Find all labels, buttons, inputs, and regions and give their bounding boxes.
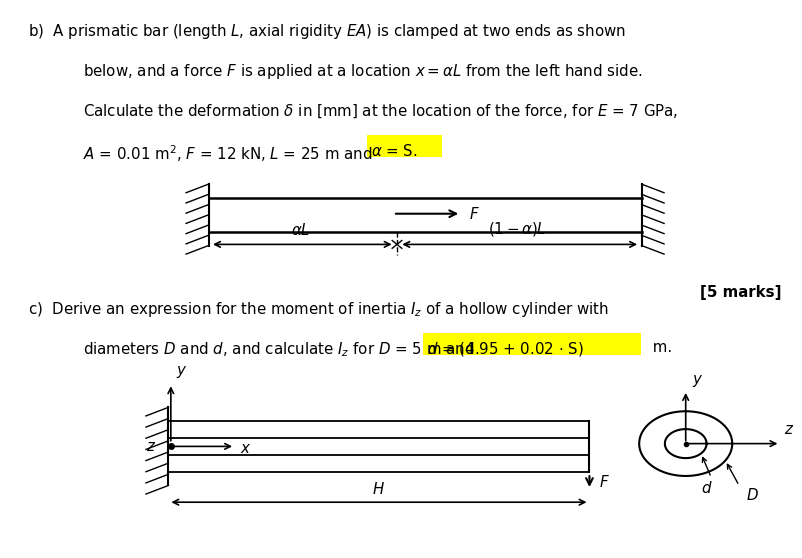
Text: $F$: $F$ <box>469 206 480 222</box>
Text: $z$: $z$ <box>784 422 795 437</box>
Text: $y$: $y$ <box>692 373 703 389</box>
Text: $\alpha$ = S.: $\alpha$ = S. <box>371 143 418 159</box>
Text: $d$: $d$ <box>702 480 713 497</box>
Text: $D$: $D$ <box>746 487 759 503</box>
Text: $F$: $F$ <box>599 474 610 490</box>
FancyBboxPatch shape <box>423 333 641 355</box>
Text: $y$: $y$ <box>176 364 188 380</box>
Text: [5 marks]: [5 marks] <box>700 285 782 300</box>
Text: $d$ = (4.95 + 0.02 $\cdot$ S): $d$ = (4.95 + 0.02 $\cdot$ S) <box>427 340 584 358</box>
Text: below, and a force $F$ is applied at a location $x = \alpha L$ from the left han: below, and a force $F$ is applied at a l… <box>83 62 642 81</box>
Text: $\alpha L$: $\alpha L$ <box>291 222 310 238</box>
Text: Calculate the deformation $\delta$ in [mm] at the location of the force, for $E$: Calculate the deformation $\delta$ in [m… <box>83 103 678 120</box>
Text: b)  A prismatic bar (length $L$, axial rigidity $EA$) is clamped at two ends as : b) A prismatic bar (length $L$, axial ri… <box>28 22 626 41</box>
Text: $x$: $x$ <box>240 441 251 455</box>
FancyBboxPatch shape <box>367 135 442 157</box>
Text: m.: m. <box>648 340 672 355</box>
Text: $A$ = 0.01 m$^2$, $F$ = 12 kN, $L$ = 25 m and: $A$ = 0.01 m$^2$, $F$ = 12 kN, $L$ = 25 … <box>83 143 372 163</box>
Text: $H$: $H$ <box>372 480 385 497</box>
Text: diameters $D$ and $d$, and calculate $I_z$ for $D$ = 5 m and: diameters $D$ and $d$, and calculate $I_… <box>83 340 474 359</box>
Text: $(1-\alpha)L$: $(1-\alpha)L$ <box>488 220 546 238</box>
Text: c)  Derive an expression for the moment of inertia $I_z$ of a hollow cylinder wi: c) Derive an expression for the moment o… <box>28 300 610 319</box>
Text: $z$: $z$ <box>146 439 156 454</box>
